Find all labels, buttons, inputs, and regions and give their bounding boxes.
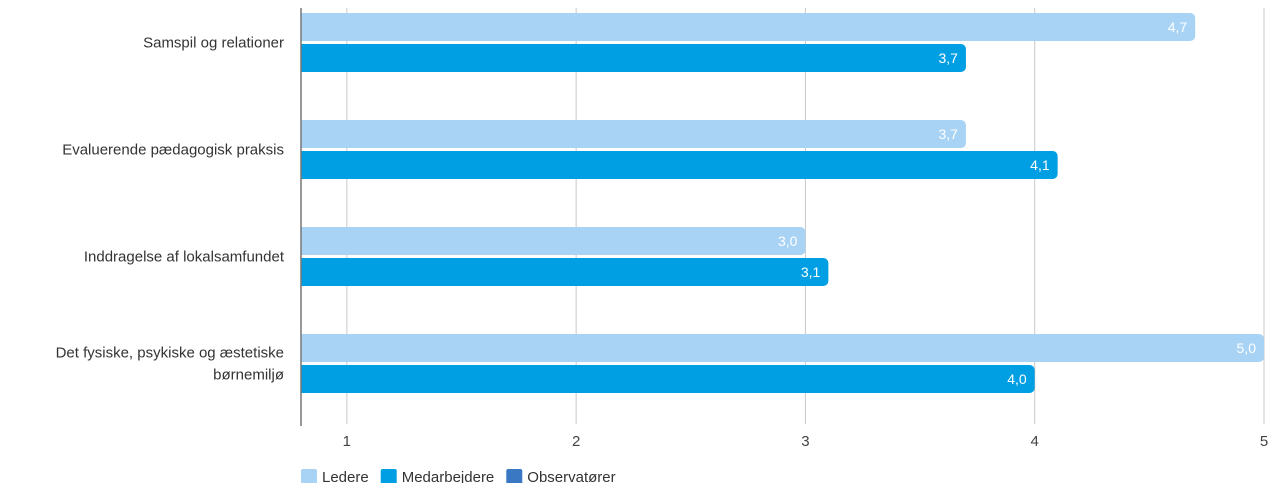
bar-base-medarbejdere-1 bbox=[301, 44, 309, 72]
bar-base-medarbejdere-4 bbox=[301, 365, 309, 393]
x-tick-label: 3 bbox=[801, 433, 809, 450]
bar-ledere-2 bbox=[301, 120, 966, 148]
x-tick-label: 5 bbox=[1260, 433, 1268, 450]
legend: Ledere Medarbejdere Observatører bbox=[301, 469, 616, 483]
bar-base-ledere-2 bbox=[301, 120, 309, 148]
bar-value-label: 5,0 bbox=[1237, 340, 1257, 356]
bar-base-ledere-3 bbox=[301, 227, 309, 255]
bar-value-label: 3,7 bbox=[938, 126, 958, 142]
legend-swatch-observatører bbox=[506, 469, 523, 483]
legend-swatch-ledere bbox=[301, 469, 317, 483]
bar-value-label: 3,0 bbox=[778, 233, 798, 249]
bar-ledere-1 bbox=[301, 13, 1196, 41]
bar-value-label: 4,1 bbox=[1030, 157, 1050, 173]
bar-base-ledere-1 bbox=[301, 13, 309, 41]
category-label: Det fysiske, psykiske og æstetiske bbox=[56, 345, 284, 362]
bar-medarbejdere-4 bbox=[301, 365, 1035, 393]
bar-value-label: 3,1 bbox=[801, 264, 821, 280]
bar-medarbejdere-3 bbox=[301, 258, 829, 286]
legend-swatch-medarbejdere bbox=[380, 469, 397, 483]
bar-base-ledere-4 bbox=[301, 334, 309, 362]
bar-medarbejdere-2 bbox=[301, 151, 1058, 179]
bar-ledere-3 bbox=[301, 227, 806, 255]
bar-medarbejdere-1 bbox=[301, 44, 966, 72]
bar-base-medarbejdere-2 bbox=[301, 151, 309, 179]
legend-label: Observatører bbox=[527, 469, 615, 483]
axes: 1 2 3 4 5 Samspil og relationer Evaluerende pæ… bbox=[56, 8, 1268, 450]
bar-value-label: 4,0 bbox=[1007, 371, 1027, 387]
category-label: Inddragelse af lokalsamfundet bbox=[84, 249, 285, 266]
x-tick-label: 1 bbox=[343, 433, 351, 450]
bar-ledere-4 bbox=[301, 334, 1264, 362]
x-tick-label: 2 bbox=[572, 433, 580, 450]
bar-base-medarbejdere-3 bbox=[301, 258, 309, 286]
bar-value-label: 4,7 bbox=[1168, 19, 1188, 35]
legend-label: Ledere bbox=[322, 469, 369, 483]
category-label: Evaluerende pædagogisk praksis bbox=[62, 142, 284, 159]
bar-value-label: 3,7 bbox=[938, 50, 958, 66]
x-tick-label: 4 bbox=[1031, 433, 1039, 450]
bars: 4,7 3,7 3,7 4,1 3,03,1 5,0 4,0 bbox=[301, 13, 1264, 393]
category-label: Samspil og relationer bbox=[143, 35, 284, 52]
legend-label: Medarbejdere bbox=[402, 469, 495, 483]
category-label: børnemiljø bbox=[213, 367, 284, 384]
